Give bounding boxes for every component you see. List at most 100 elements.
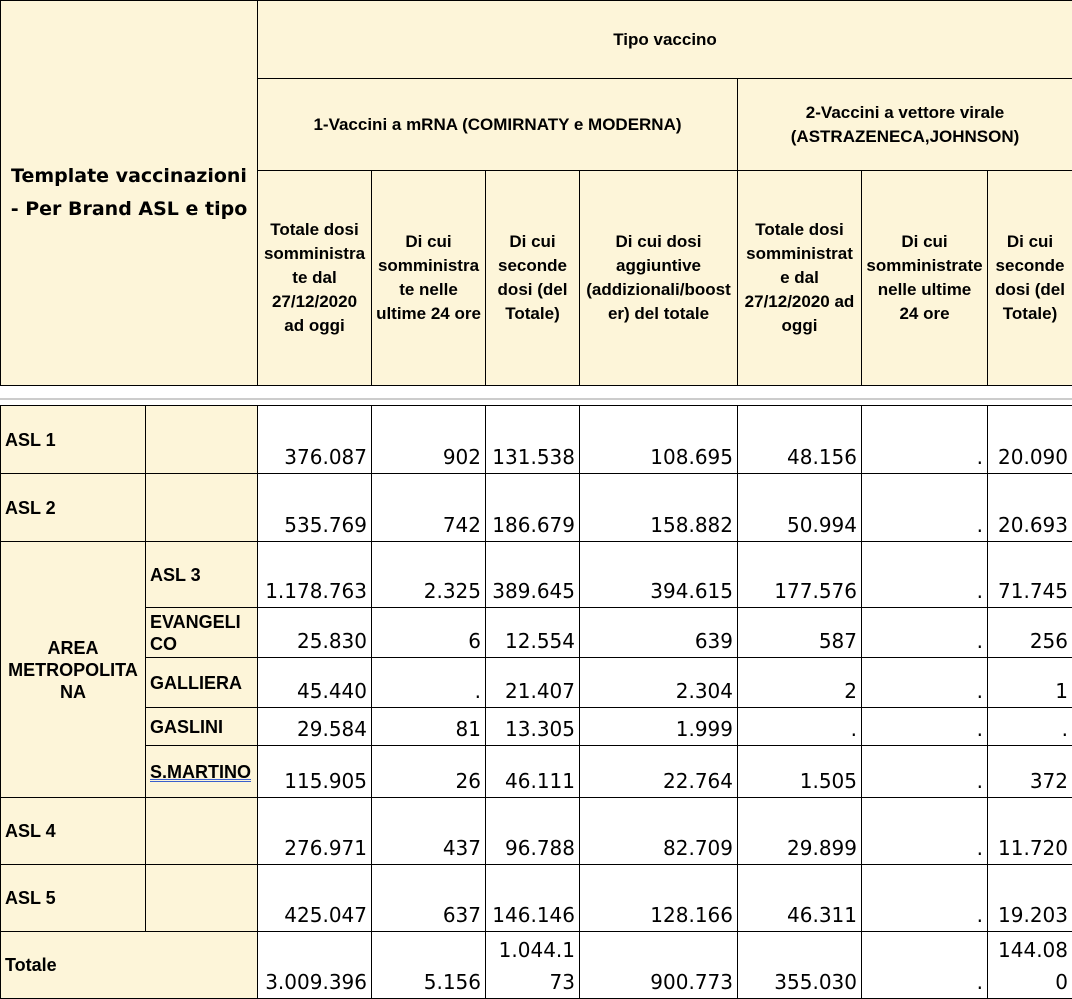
value-cell: 128.166 [580,865,738,932]
empty-cell [146,865,258,932]
value-cell: . [372,658,486,708]
header-table: Template vaccinazioni - Per Brand ASL e … [0,0,1072,386]
empty-cell [146,406,258,474]
row-label: S.MARTINO [146,746,258,798]
value-cell: 425.047 [258,865,372,932]
row-label: ASL 4 [1,798,146,865]
value-cell: 355.030 [738,932,862,999]
value-cell: 177.576 [738,542,862,608]
value-cell: 11.720 [988,798,1072,865]
value-cell: 71.745 [988,542,1072,608]
value-cell: 2 [738,658,862,708]
value-cell: . [862,406,988,474]
value-cell: 1.505 [738,746,862,798]
value-cell: 45.440 [258,658,372,708]
row-label: ASL 3 [146,542,258,608]
value-cell: . [862,932,988,999]
empty-cell [146,798,258,865]
area-label: AREA METROPOLITANA [1,542,146,798]
value-cell: . [862,608,988,658]
value-cell: . [862,474,988,542]
value-cell: 19.203 [988,865,1072,932]
value-cell: 50.994 [738,474,862,542]
value-cell: . [738,708,862,746]
row-label: ASL 5 [1,865,146,932]
value-cell: 29.584 [258,708,372,746]
value-cell: . [862,746,988,798]
value-cell: 46.111 [486,746,580,798]
group-header: Tipo vaccino [258,1,1072,79]
value-cell: 12.554 [486,608,580,658]
row-label: GALLIERA [146,658,258,708]
value-cell: 108.695 [580,406,738,474]
value-cell: 372 [988,746,1072,798]
column-header: Totale dosi somministrate dal 27/12/2020… [258,171,372,386]
column-header: Di cui somministrate nelle ultime 24 ore [372,171,486,386]
value-cell: 376.087 [258,406,372,474]
value-cell: 81 [372,708,486,746]
value-cell: 22.764 [580,746,738,798]
value-cell: 96.788 [486,798,580,865]
value-cell: 46.311 [738,865,862,932]
value-cell: . [862,658,988,708]
value-cell: 742 [372,474,486,542]
corner-header: Template vaccinazioni - Per Brand ASL e … [1,1,258,386]
subgroup-header: 2-Vaccini a vettore virale (ASTRAZENECA,… [738,79,1072,171]
total-label: Totale [1,932,258,999]
row-label: GASLINI [146,708,258,746]
column-header: Di cui somministrate nelle ultime 24 ore [862,171,988,386]
value-cell: 82.709 [580,798,738,865]
value-cell: 48.156 [738,406,862,474]
value-cell: 20.693 [988,474,1072,542]
column-header: Di cui dosi aggiuntive (addizionali/boos… [580,171,738,386]
value-cell: 1 [988,658,1072,708]
value-cell: . [862,798,988,865]
value-cell: 1.044.173 [486,932,580,999]
value-cell: 639 [580,608,738,658]
value-cell: 115.905 [258,746,372,798]
value-cell: 394.615 [580,542,738,608]
value-cell: 13.305 [486,708,580,746]
value-cell: 144.080 [988,932,1072,999]
value-cell: 186.679 [486,474,580,542]
value-cell: 131.538 [486,406,580,474]
value-cell: 535.769 [258,474,372,542]
value-cell: 1.999 [580,708,738,746]
column-header: Di cui seconde dosi (del Totale) [988,171,1072,386]
value-cell: 158.882 [580,474,738,542]
value-cell: . [988,708,1072,746]
value-cell: 3.009.396 [258,932,372,999]
value-cell: 437 [372,798,486,865]
value-cell: 2.304 [580,658,738,708]
value-cell: 587 [738,608,862,658]
value-cell: 900.773 [580,932,738,999]
row-label: EVANGELICO [146,608,258,658]
value-cell: 637 [372,865,486,932]
value-cell: 29.899 [738,798,862,865]
row-label: ASL 2 [1,474,146,542]
value-cell: 26 [372,746,486,798]
value-cell: . [862,865,988,932]
column-header: Totale dosi somministrate dal 27/12/2020… [738,171,862,386]
empty-cell [146,474,258,542]
value-cell: 5.156 [372,932,486,999]
column-header: Di cui seconde dosi (del Totale) [486,171,580,386]
value-cell: 6 [372,608,486,658]
header-row: Template vaccinazioni - Per Brand ASL e … [1,1,1072,79]
value-cell: 20.090 [988,406,1072,474]
value-cell: 146.146 [486,865,580,932]
value-cell: 256 [988,608,1072,658]
value-cell: 21.407 [486,658,580,708]
value-cell: 25.830 [258,608,372,658]
